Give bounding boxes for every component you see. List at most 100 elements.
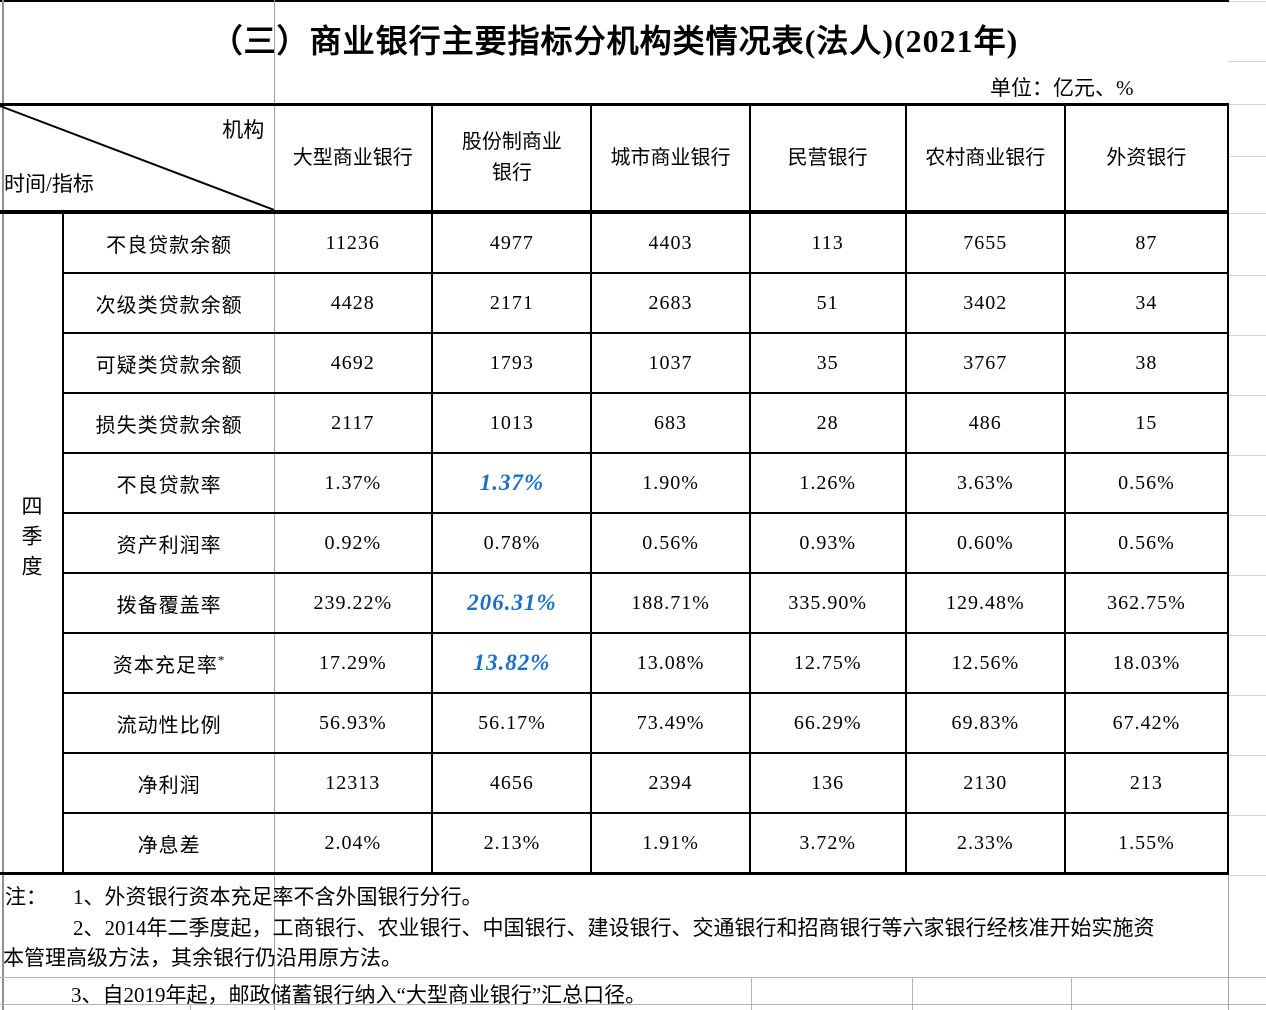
diagonal-line [0, 106, 275, 210]
gridline [1228, 61, 1266, 62]
note-2-line-1: 2、2014年二季度起，工商银行、农业银行、中国银行、建设银行、交通银行和招商银… [73, 916, 1155, 940]
note-1: 1、外资银行资本充足率不含外国银行分行。 [73, 885, 483, 909]
value-cell: 3402 [904, 272, 1065, 333]
value-cell: 28 [748, 392, 906, 453]
value-cell: 0.60% [904, 512, 1065, 573]
table-row: 资本充足率* 17.29% 13.82% 13.08% 12.75% 12.56% 18.0… [0, 632, 1228, 693]
row-label: 次级类贷款余额 [63, 272, 275, 333]
value-cell: 0.78% [431, 512, 592, 573]
header-row: 机构 时间/指标 大型商业银行 股份制商业银行 城市商业银行 民营银行 农村商业银行 外资… [0, 104, 1228, 213]
value-cell: 2.13% [431, 812, 592, 874]
value-cell: 13.08% [590, 632, 750, 693]
table-row: 四季度 不良贷款余额 11236 4977 4403 113 7655 87 [0, 210, 1228, 874]
row-label: 拨备覆盖率 [63, 572, 275, 633]
table-row: 净息差 2.04% 2.13% 1.91% 3.72% 2.33% 1.55% [0, 812, 1228, 874]
value-cell: 17.29% [274, 632, 433, 693]
value-cell: 1.37% [274, 452, 433, 513]
value-cell: 129.48% [904, 572, 1065, 633]
table-row: 净利润 12313 4656 2394 136 2130 213 [0, 752, 1228, 813]
value-cell: 2130 [904, 752, 1065, 813]
value-cell: 0.56% [1063, 452, 1228, 513]
value-cell: 3767 [904, 332, 1065, 393]
value-cell: 2.33% [904, 812, 1065, 874]
column-header: 民营银行 [748, 104, 906, 212]
page-title: （三）商业银行主要指标分机构类情况表(法人)(2021年) [210, 23, 1019, 59]
value-cell: 12.56% [904, 632, 1065, 693]
table-row: 流动性比例 56.93% 56.17% 73.49% 66.29% 69.83% 67.42… [0, 692, 1228, 753]
value-cell: 362.75% [1063, 572, 1228, 633]
gridline [1228, 875, 1266, 876]
value-cell: 113 [748, 210, 906, 273]
value-cell: 38 [1063, 332, 1228, 393]
row-label: 流动性比例 [63, 692, 275, 753]
value-cell: 4428 [274, 272, 433, 333]
value-cell: 206.31% [431, 572, 592, 633]
value-cell: 73.49% [590, 692, 750, 753]
value-cell: 13.82% [431, 632, 592, 693]
value-cell: 1.90% [590, 452, 750, 513]
value-cell: 1.26% [748, 452, 906, 513]
table-row: 次级类贷款余额 4428 2171 2683 51 3402 34 [0, 272, 1228, 333]
value-cell: 87 [1063, 210, 1228, 273]
gridline [1228, 815, 1266, 816]
table-row: 拨备覆盖率 239.22% 206.31% 188.71% 335.90% 129.48%… [0, 572, 1228, 633]
gridline [1228, 515, 1266, 516]
value-cell: 136 [748, 752, 906, 813]
value-cell: 188.71% [590, 572, 750, 633]
value-cell: 35 [748, 332, 906, 393]
column-header: 股份制商业银行 [431, 104, 592, 212]
value-cell: 18.03% [1063, 632, 1228, 693]
value-cell: 12313 [274, 752, 433, 813]
value-cell: 4692 [274, 332, 433, 393]
value-cell: 1793 [431, 332, 592, 393]
value-cell: 11236 [274, 210, 433, 273]
column-header: 大型商业银行 [292, 146, 413, 169]
value-cell: 4403 [590, 210, 750, 273]
row-label: 损失类贷款余额 [63, 392, 275, 453]
value-cell: 2.04% [274, 812, 433, 874]
gridline [1228, 755, 1266, 756]
value-cell: 683 [590, 392, 750, 453]
quarter-group-label: 四季度 [0, 210, 65, 874]
row-label: 不良贷款率 [63, 452, 275, 513]
gridline [751, 977, 752, 1010]
notes-prefix: 注： [5, 885, 47, 909]
row-label: 净利润 [63, 752, 275, 813]
value-cell: 1.91% [590, 812, 750, 874]
gridline [0, 977, 1266, 978]
value-cell: 3.63% [904, 452, 1065, 513]
gridline [1071, 977, 1072, 1010]
gridline [190, 1004, 191, 1010]
row-label: 资本充足率* [63, 632, 275, 693]
gridline [1228, 275, 1266, 276]
value-cell: 1013 [431, 392, 592, 453]
value-cell: 2394 [590, 752, 750, 813]
table-row: 不良贷款率 1.37% 1.37% 1.90% 1.26% 3.63% 0.56% [0, 452, 1228, 513]
corner-cell: 机构 时间/指标 [0, 105, 275, 213]
value-cell: 1037 [590, 332, 750, 393]
value-cell: 3.72% [748, 812, 906, 874]
value-cell: 56.93% [274, 692, 433, 753]
row-label: 不良贷款余额 [63, 210, 275, 273]
value-cell: 56.17% [431, 692, 592, 753]
row-label: 净息差 [63, 812, 275, 874]
gridline [1228, 455, 1266, 456]
gridline [0, 0, 1229, 2]
value-cell: 2171 [431, 272, 592, 333]
value-cell: 67.42% [1063, 692, 1228, 753]
indicator-table: 机构 时间/指标 大型商业银行 股份制商业银行 城市商业银行 民营银行 农村商业银行 外资… [0, 103, 1229, 875]
value-cell: 51 [748, 272, 906, 333]
value-cell: 0.56% [1063, 512, 1228, 573]
value-cell: 0.92% [274, 512, 433, 573]
corner-time-indicator-label: 时间/指标 [4, 172, 94, 196]
note-3: 3、自2019年起，邮政储蓄银行纳入“大型商业银行”汇总口径。 [71, 983, 647, 1007]
value-cell: 335.90% [748, 572, 906, 633]
value-cell: 2117 [274, 392, 433, 453]
value-cell: 12.75% [748, 632, 906, 693]
corner-institution-label: 机构 [222, 118, 265, 142]
column-header: 城市商业银行 [590, 104, 750, 212]
unit-note: 单位：亿元、% [990, 76, 1134, 100]
gridline [1228, 156, 1266, 157]
gridline [1228, 875, 1229, 1010]
gridline [1228, 395, 1266, 396]
